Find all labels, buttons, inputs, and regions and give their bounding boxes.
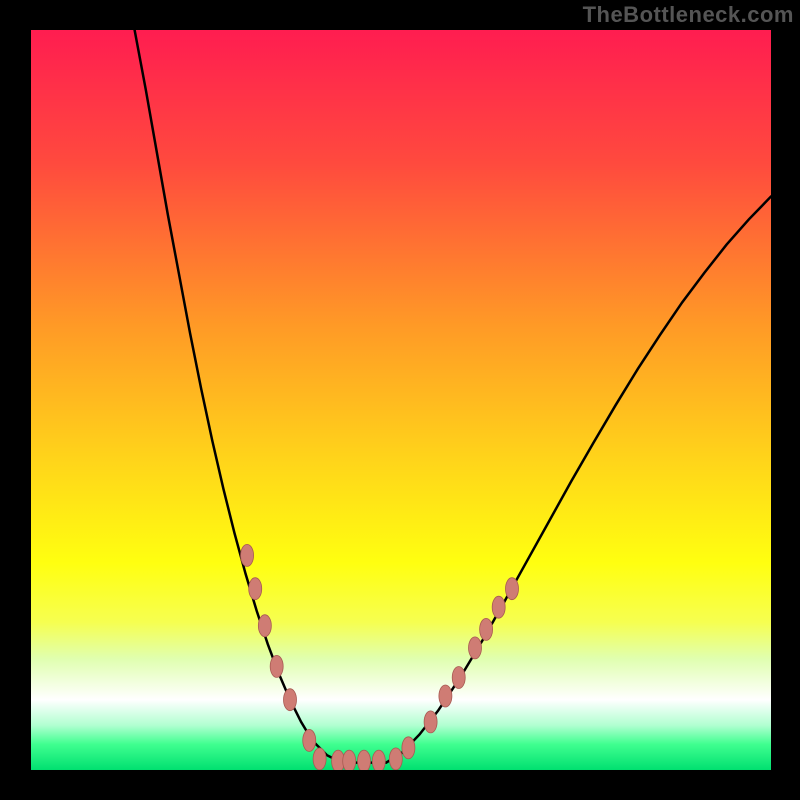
- marker-right: [402, 737, 415, 759]
- marker-left: [241, 544, 254, 566]
- marker-left: [313, 748, 326, 770]
- marker-right: [506, 578, 519, 600]
- marker-right: [492, 596, 505, 618]
- marker-bottom: [358, 750, 371, 770]
- marker-left: [258, 615, 271, 637]
- chart-svg: [31, 30, 771, 770]
- plot-background: [31, 30, 771, 770]
- plot-area: [31, 30, 771, 770]
- marker-left: [270, 655, 283, 677]
- watermark-text: TheBottleneck.com: [583, 2, 794, 28]
- marker-right: [452, 667, 465, 689]
- marker-right: [480, 618, 493, 640]
- marker-right: [389, 748, 402, 770]
- marker-left: [303, 729, 316, 751]
- marker-bottom: [343, 750, 356, 770]
- marker-left: [284, 689, 297, 711]
- marker-left: [249, 578, 262, 600]
- marker-right: [424, 711, 437, 733]
- figure-stage: TheBottleneck.com: [0, 0, 800, 800]
- marker-right: [439, 685, 452, 707]
- marker-right: [469, 637, 482, 659]
- marker-bottom: [372, 750, 385, 770]
